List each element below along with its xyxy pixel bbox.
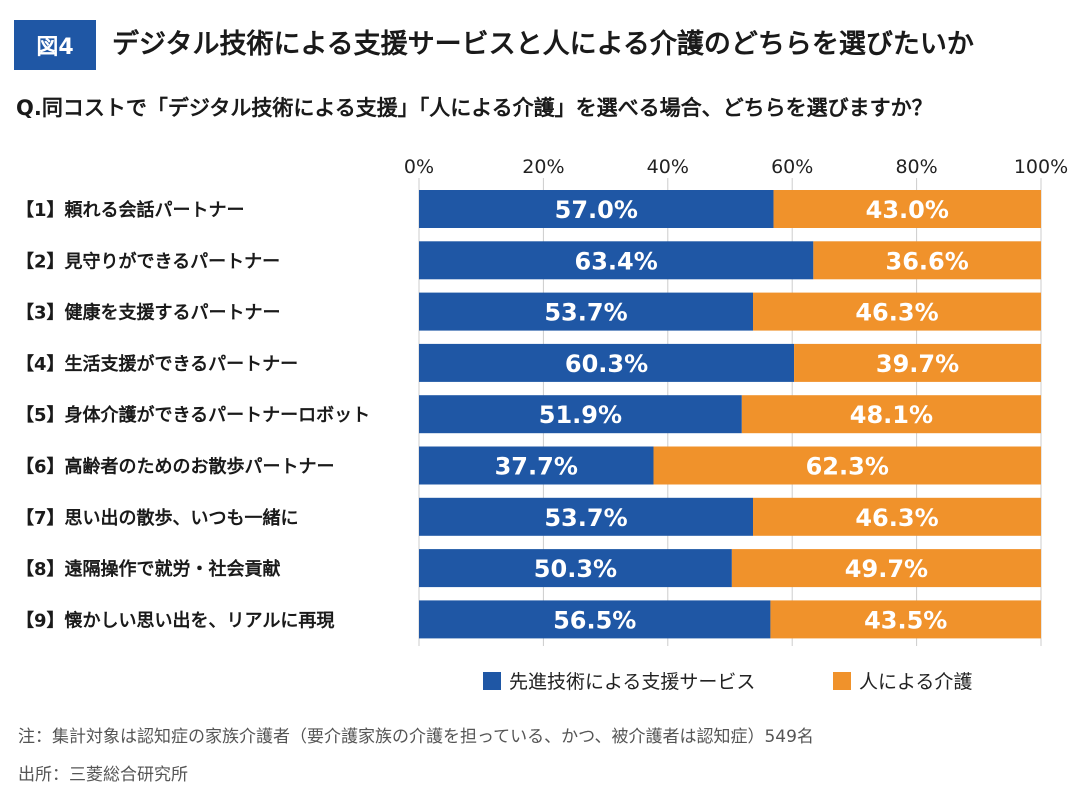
bar-human-care xyxy=(741,395,1041,434)
category-label: 【8】遠隔操作で就労・社会貢献 xyxy=(16,558,281,580)
x-tick-label: 40% xyxy=(647,156,689,178)
bar-human-care xyxy=(773,190,1041,228)
data-label: 50.3% xyxy=(534,555,617,583)
data-label: 48.1% xyxy=(850,401,933,429)
data-label: 43.5% xyxy=(864,606,947,634)
bar-human-care xyxy=(653,446,1041,485)
category-label: 【6】高齢者のためのお散歩パートナー xyxy=(16,456,335,478)
x-tick-label: 100% xyxy=(1014,156,1068,178)
x-tick-label: 20% xyxy=(522,156,564,178)
data-label: 46.3% xyxy=(855,504,938,532)
data-label: 62.3% xyxy=(806,453,889,481)
bar-digital-support xyxy=(419,446,654,485)
data-label: 46.3% xyxy=(855,299,938,327)
bar-digital-support xyxy=(419,497,754,536)
category-label: 【7】思い出の散歩、いつも一緒に xyxy=(16,507,299,529)
data-label: 63.4% xyxy=(575,247,658,275)
bar-human-care xyxy=(794,343,1041,382)
data-label: 43.0% xyxy=(866,196,949,224)
bar-human-care xyxy=(753,292,1041,331)
data-label: 36.6% xyxy=(886,247,969,275)
bar-digital-support xyxy=(419,395,742,434)
bar-digital-support xyxy=(419,549,732,588)
x-tick-label: 60% xyxy=(771,156,813,178)
category-label: 【5】身体介護ができるパートナーロボット xyxy=(16,404,370,426)
legend-swatch xyxy=(483,672,501,690)
bar-digital-support xyxy=(419,190,774,228)
footnote: 注：集計対象は認知症の家族介護者（要介護家族の介護を担っている、かつ、被介護者は… xyxy=(18,727,814,747)
bar-human-care xyxy=(753,497,1041,536)
x-tick-label: 80% xyxy=(895,156,937,178)
data-label: 37.7% xyxy=(495,453,578,481)
category-label: 【9】懐かしい思い出を、リアルに再現 xyxy=(16,609,334,631)
bar-human-care xyxy=(731,549,1041,588)
survey-question: Q.同コストで「デジタル技術による支援」「人による介護」を選べる場合、どちらを選… xyxy=(16,96,933,120)
category-label: 【2】見守りができるパートナー xyxy=(16,250,280,272)
figure-title: デジタル技術による支援サービスと人による介護のどちらを選びたいか xyxy=(112,29,974,60)
data-label: 53.7% xyxy=(544,299,627,327)
category-label: 【1】頼れる会話パートナー xyxy=(16,199,245,221)
x-tick-label: 0% xyxy=(404,156,434,178)
bar-human-care xyxy=(770,600,1041,639)
legend-swatch xyxy=(833,672,851,690)
data-label: 56.5% xyxy=(553,606,636,634)
data-label: 53.7% xyxy=(544,504,627,532)
source-note: 出所：三菱総合研究所 xyxy=(18,765,188,785)
legend-label: 先進技術による支援サービス xyxy=(509,671,755,693)
bar-digital-support xyxy=(419,292,754,331)
data-label: 51.9% xyxy=(539,401,622,429)
bar-digital-support xyxy=(419,241,814,280)
bar-human-care xyxy=(813,241,1041,280)
figure-number-badge: 図4 xyxy=(14,20,96,70)
data-label: 57.0% xyxy=(555,196,638,224)
data-label: 49.7% xyxy=(845,555,928,583)
bar-digital-support xyxy=(419,600,771,639)
category-label: 【4】生活支援ができるパートナー xyxy=(16,353,298,375)
legend-label: 人による介護 xyxy=(859,671,972,693)
data-label: 39.7% xyxy=(876,350,959,378)
bar-digital-support xyxy=(419,343,795,382)
category-label: 【3】健康を支援するパートナー xyxy=(16,302,281,324)
data-label: 60.3% xyxy=(565,350,648,378)
